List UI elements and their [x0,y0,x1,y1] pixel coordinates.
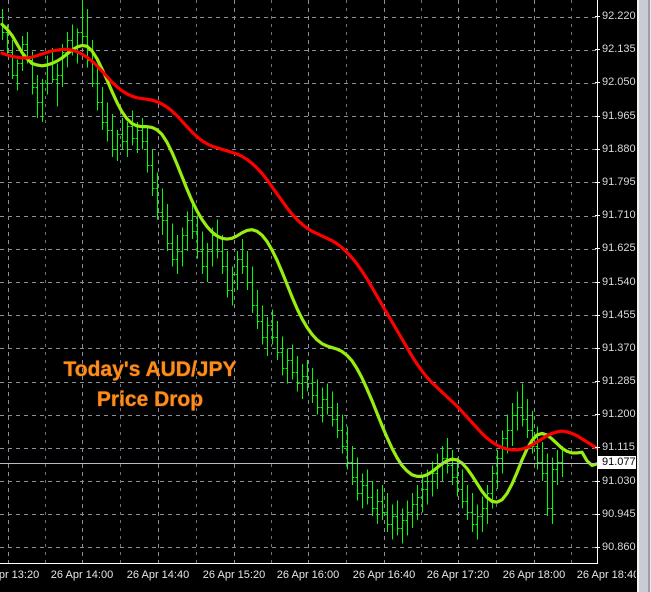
price-tick-label: 91.795 [595,176,636,189]
price-tick-mark [595,181,600,183]
price-tick-mark [595,82,600,84]
price-tick-mark [595,115,600,117]
price-tick-label: 91.540 [595,276,636,289]
price-tick-mark [595,447,600,449]
price-tick-label: 92.220 [595,10,636,23]
price-tick-label: 91.455 [595,309,636,322]
price-tick-label: 91.625 [595,242,636,255]
price-tick-mark [595,480,600,482]
price-tick-mark [595,546,600,548]
price-tick-label: 91.030 [595,475,636,488]
price-tick-label: 92.135 [595,43,636,56]
time-tick-label: 26 Apr 17:20 [426,569,490,581]
price-tick-label: 91.115 [595,441,636,454]
time-tick-label: 26 Apr 14:40 [126,569,190,581]
price-tick-mark [595,148,600,150]
price-tick-mark [595,215,600,217]
price-tick-label: 91.370 [595,342,636,355]
time-tick-label: 26 Apr 16:40 [352,569,416,581]
price-tick-label: 91.965 [595,110,636,123]
price-tick-mark [595,49,600,51]
time-tick-label: 26 Apr 14:00 [50,569,114,581]
price-tick-mark [595,16,600,18]
price-tick-label: 90.945 [595,508,636,521]
price-tick-mark [595,281,600,283]
price-tick-mark [595,248,600,250]
price-tick-label: 92.050 [595,76,636,89]
time-tick-label: 26 Apr 15:20 [202,569,266,581]
price-tick-mark [595,513,600,515]
time-tick-label: 26 Apr 13:20 [0,569,40,581]
price-tick-label: 91.285 [595,375,636,388]
current-price-label: 91.077 [598,456,636,470]
time-tick-label: 26 Apr 18:40 [576,569,640,581]
window-scrollbar-edge[interactable] [636,0,651,592]
time-tick-label: 26 Apr 18:00 [502,569,566,581]
time-tick-label: 26 Apr 16:00 [276,569,340,581]
chart-canvas [0,0,598,564]
price-tick-label: 90.860 [595,541,636,554]
ma-line [0,47,598,452]
price-tick-label: 91.200 [595,408,636,421]
price-tick-mark [595,314,600,316]
price-tick-label: 91.710 [595,209,636,222]
price-tick-mark [595,347,600,349]
price-tick-mark [595,381,600,383]
gridlines [0,0,598,564]
price-tick-label: 91.880 [595,143,636,156]
price-axis[interactable]: 92.220 92.135 92.050 91.965 91.880 91.795 91.7… [595,0,636,564]
chart-plot-area[interactable] [0,0,598,564]
price-tick-mark [595,414,600,416]
